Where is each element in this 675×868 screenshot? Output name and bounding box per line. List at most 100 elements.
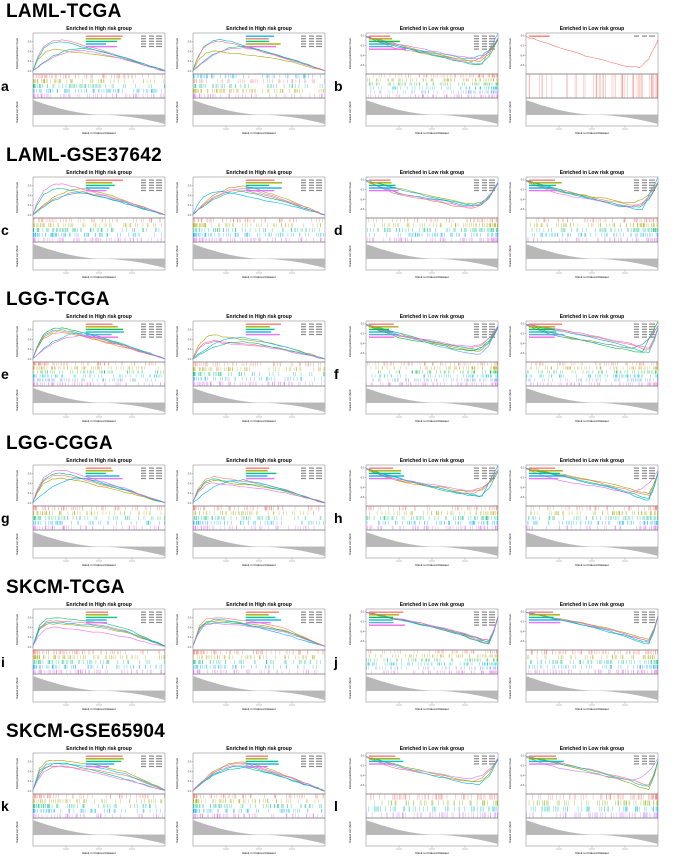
es-y-ticks: 0.0 0.2 0.4 0.6: [28, 42, 33, 73]
ranked-metric: [526, 532, 658, 556]
svg-text:0.6: 0.6: [188, 330, 192, 332]
panel-letter: a: [1, 78, 9, 94]
svg-text:0.0: 0.0: [361, 324, 365, 326]
svg-text:0.0: 0.0: [521, 180, 525, 182]
svg-text:-0.4: -0.4: [520, 199, 525, 201]
panel-letter: b: [334, 78, 343, 94]
panel-letter: l: [334, 798, 338, 814]
legend: [529, 35, 655, 37]
gsea-panel: Enriched in High risk group 0.00.20.40.6 R…: [175, 746, 326, 855]
metric-y-axis-label: Ranked List Metric: [348, 533, 352, 555]
es-curves: [32, 470, 166, 504]
svg-text:-0.2: -0.2: [520, 189, 525, 191]
gsea-panel: Enriched in Low risk group-0.6-0.4-0.20.…: [348, 170, 499, 279]
svg-text:0.2: 0.2: [28, 349, 32, 351]
panel-title: Enriched in Low risk group: [560, 746, 624, 752]
svg-text:0.4: 0.4: [28, 195, 32, 197]
hit-rug: [193, 650, 325, 674]
svg-text:-0.6: -0.6: [520, 209, 525, 211]
es-y-axis-label: Running Enrichment Score: [508, 757, 512, 789]
x-axis-label: Rank in Ordered Dataset: [575, 563, 608, 567]
metric-y-axis-label: Ranked List Metric: [175, 677, 179, 699]
es-y-ticks: -0.6-0.4-0.20.0: [360, 468, 366, 499]
svg-text:-0.4: -0.4: [520, 343, 525, 345]
svg-text:-0.2: -0.2: [520, 333, 525, 335]
letter-gutter: l: [333, 742, 346, 864]
metric-y-axis-label: Ranked List Metric: [508, 101, 512, 123]
svg-text:-0.2: -0.2: [360, 189, 365, 191]
es-curves: [525, 36, 659, 68]
panel-title: Enriched in Low risk group: [560, 458, 624, 464]
svg-text:0.0: 0.0: [361, 468, 365, 470]
svg-text:0.0: 0.0: [521, 36, 525, 38]
x-axis: [396, 414, 468, 418]
metric-y-axis-label: Ranked List Metric: [175, 101, 179, 123]
ranked-metric: [33, 388, 165, 412]
svg-text:-0.4: -0.4: [360, 343, 365, 345]
panel-title: Enriched in High risk group: [66, 314, 132, 320]
metric-y-axis-label: Ranked List Metric: [15, 533, 19, 555]
gsea-panel: Enriched in Low risk group -0.6-0.4-0.20.…: [508, 746, 659, 855]
x-axis: [396, 126, 468, 130]
legend: [245, 755, 322, 768]
ranked-metric: [193, 388, 325, 412]
panel-title: Enriched in High risk group: [66, 26, 132, 32]
es-y-ticks: -0.6-0.4-0.20.0: [520, 468, 526, 499]
legend: [245, 611, 322, 624]
gsea-panel: Enriched in Low risk group -0.6 -0.4 -0.2 0.…: [508, 170, 659, 279]
es-y-ticks: -0.6-0.4-0.20.0: [360, 36, 366, 67]
metric-y-axis-label: Ranked List Metric: [15, 821, 19, 843]
panel-letter: f: [334, 366, 339, 382]
metric-y-axis-label: Ranked List Metric: [348, 101, 352, 123]
letter-gutter: g: [0, 454, 13, 576]
legend: [245, 35, 322, 48]
figure-row: LAML-GSE37642 c Enriched in High risk grou…: [0, 146, 675, 290]
metric-y-axis-label: Ranked List Metric: [348, 677, 352, 699]
gsea-panel: Enriched in High risk group 0.00.20.40.6 R…: [175, 602, 326, 711]
es-curves: [192, 334, 326, 360]
hit-rug: [33, 218, 162, 242]
letter-gutter: a: [0, 22, 13, 144]
gsea-panel: Enriched in Low risk group-0.6-0.4-0.20.…: [348, 746, 499, 855]
es-y-ticks: -0.6-0.4-0.20.0: [520, 612, 526, 643]
panel-title: Enriched in High risk group: [66, 602, 132, 608]
es-y-axis-label: Running Enrichment Score: [175, 37, 179, 69]
x-axis-label: Rank in Ordered Dataset: [575, 707, 608, 711]
panel-title: Enriched in Low risk group: [560, 170, 624, 176]
es-curves: [192, 761, 326, 792]
legend: [85, 611, 162, 624]
letter-gutter: b: [333, 22, 346, 144]
es-y-axis-label: Running Enrichment Score: [348, 181, 352, 213]
es-y-axis-label: Running Enrichment Score: [175, 613, 179, 645]
x-axis: [556, 846, 628, 850]
x-axis-label: Rank in Ordered Dataset: [415, 851, 448, 855]
es-y-axis-label: Running Enrichment Score: [175, 181, 179, 213]
es-y-axis-label: Running Enrichment Score: [15, 613, 19, 645]
ranked-metric: [33, 532, 165, 556]
hit-rug: [33, 650, 165, 674]
x-axis: [396, 558, 468, 562]
x-axis-label: Rank in Ordered Dataset: [242, 563, 275, 567]
metric-y-axis-label: Ranked List Metric: [508, 245, 512, 267]
ranked-metric: [193, 100, 325, 124]
es-y-ticks: -0.6-0.4-0.20.0: [520, 756, 526, 787]
svg-text:0.2: 0.2: [188, 349, 192, 351]
panel-row: a Enriched in High risk group 0.0 0.2 0.4 0.6…: [0, 22, 675, 144]
ranked-metric: [193, 820, 325, 844]
svg-text:0.0: 0.0: [28, 215, 32, 217]
panel-title: Enriched in High risk group: [226, 26, 292, 32]
x-axis: [223, 270, 295, 274]
metric-y-axis-label: Ranked List Metric: [508, 533, 512, 555]
metric-y-axis-label: Ranked List Metric: [508, 677, 512, 699]
panel-title: Enriched in Low risk group: [400, 314, 464, 320]
svg-text:-0.2: -0.2: [360, 333, 365, 335]
x-axis-label: Rank in Ordered Dataset: [242, 131, 275, 135]
row-title: LGG-TCGA: [6, 289, 110, 310]
x-axis-label: Rank in Ordered Dataset: [575, 275, 608, 279]
legend: [369, 755, 495, 765]
panel-letter: g: [1, 510, 10, 526]
svg-text:0.6: 0.6: [28, 330, 32, 332]
panel-title: Enriched in High risk group: [66, 746, 132, 752]
es-y-axis-label: Running Enrichment Score: [348, 757, 352, 789]
metric-y-axis-label: Ranked List Metric: [15, 677, 19, 699]
